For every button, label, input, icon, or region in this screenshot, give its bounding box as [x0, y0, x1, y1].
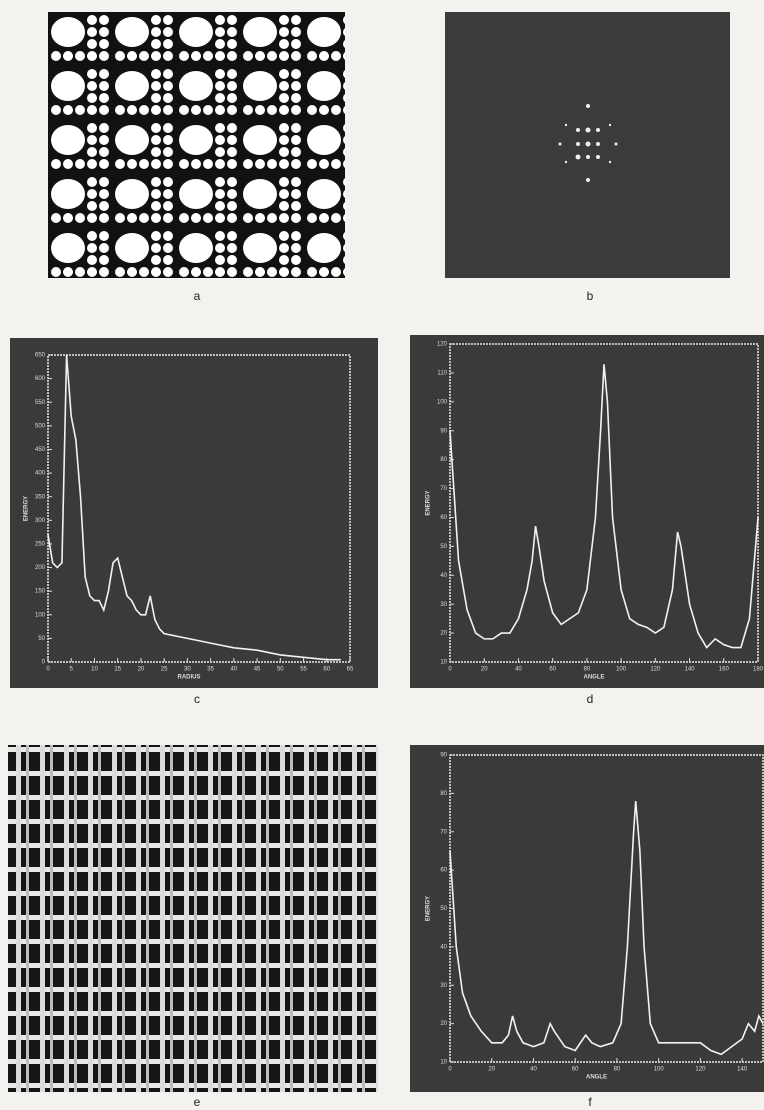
y-tick-label: 50	[38, 636, 45, 642]
x-tick-label: 60	[323, 667, 330, 673]
x-tick-label: 65	[347, 667, 354, 673]
x-tick-label: 40	[530, 1067, 537, 1073]
x-tick-label: 25	[161, 667, 168, 673]
page: a b e 0501001502002503003504004505005506…	[0, 0, 764, 1110]
x-tick-label: 50	[277, 667, 284, 673]
panel-label: f	[588, 1095, 592, 1109]
y-tick-label: 500	[35, 423, 46, 429]
y-tick-label: 450	[35, 447, 46, 453]
x-tick-label: 20	[488, 1067, 495, 1073]
x-tick-label: 40	[231, 667, 238, 673]
y-tick-label: 70	[440, 829, 447, 835]
x-tick-label: 180	[753, 667, 764, 673]
y-tick-label: 300	[35, 518, 46, 524]
y-tick-label: 20	[440, 1021, 447, 1027]
y-tick-label: 100	[437, 399, 448, 405]
panel-label: d	[587, 692, 594, 706]
x-tick-label: 55	[300, 667, 307, 673]
y-tick-label: 600	[35, 376, 46, 382]
x-tick-label: 100	[654, 1067, 665, 1073]
image-e	[8, 745, 378, 1092]
y-tick-label: 20	[440, 631, 447, 637]
figure: a b e 0501001502002503003504004505005506…	[0, 0, 764, 1110]
y-tick-label: 40	[440, 944, 447, 950]
y-tick-label: 650	[35, 353, 46, 359]
x-tick-label: 100	[616, 667, 627, 673]
x-tick-label: 120	[650, 667, 661, 673]
panel-label: e	[194, 1095, 201, 1109]
y-tick-label: 10	[440, 1060, 447, 1066]
x-tick-label: 60	[572, 1067, 579, 1073]
y-tick-label: 40	[440, 573, 447, 579]
y-tick-label: 150	[35, 589, 46, 595]
x-tick-label: 30	[184, 667, 191, 673]
x-tick-label: 10	[91, 667, 98, 673]
x-axis-label: ANGLE	[586, 1075, 607, 1081]
y-tick-label: 110	[437, 370, 447, 376]
y-tick-label: 30	[440, 602, 447, 608]
y-tick-label: 30	[440, 983, 447, 989]
y-tick-label: 10	[440, 660, 447, 666]
y-tick-label: 80	[440, 457, 447, 463]
panel-label: a	[194, 289, 201, 303]
x-axis-label: ANGLE	[584, 675, 605, 681]
image-a	[48, 12, 345, 278]
y-tick-label: 250	[35, 542, 46, 548]
x-tick-label: 20	[481, 667, 488, 673]
y-axis-label: ENERGY	[24, 496, 30, 521]
x-tick-label: 140	[737, 1067, 748, 1073]
panel-label: b	[587, 289, 594, 303]
y-tick-label: 90	[440, 428, 447, 434]
y-tick-label: 50	[440, 544, 447, 550]
x-tick-label: 20	[138, 667, 145, 673]
y-tick-label: 60	[440, 868, 447, 874]
y-tick-label: 70	[440, 486, 447, 492]
x-tick-label: 60	[549, 667, 556, 673]
y-tick-label: 400	[35, 471, 46, 477]
x-tick-label: 80	[614, 1067, 621, 1073]
y-tick-label: 90	[440, 753, 447, 759]
x-tick-label: 35	[207, 667, 214, 673]
y-axis-label: ENERGY	[426, 490, 432, 515]
y-axis-label: ENERGY	[426, 896, 432, 921]
chart-panel	[410, 745, 764, 1092]
y-tick-label: 80	[440, 791, 447, 797]
x-tick-label: 160	[719, 667, 730, 673]
x-tick-label: 80	[584, 667, 591, 673]
chart-panel	[410, 335, 764, 688]
x-tick-label: 120	[695, 1067, 706, 1073]
x-axis-label: RADIUS	[177, 675, 200, 681]
x-tick-label: 40	[515, 667, 522, 673]
y-tick-label: 100	[35, 612, 46, 618]
x-tick-label: 45	[254, 667, 261, 673]
y-tick-label: 50	[440, 906, 447, 912]
y-tick-label: 200	[35, 565, 46, 571]
x-tick-label: 140	[685, 667, 696, 673]
y-tick-label: 60	[440, 515, 447, 521]
y-tick-label: 550	[35, 400, 46, 406]
y-tick-label: 350	[35, 494, 46, 500]
panel-label: c	[194, 692, 200, 706]
y-tick-label: 120	[437, 342, 448, 348]
x-tick-label: 15	[114, 667, 121, 673]
